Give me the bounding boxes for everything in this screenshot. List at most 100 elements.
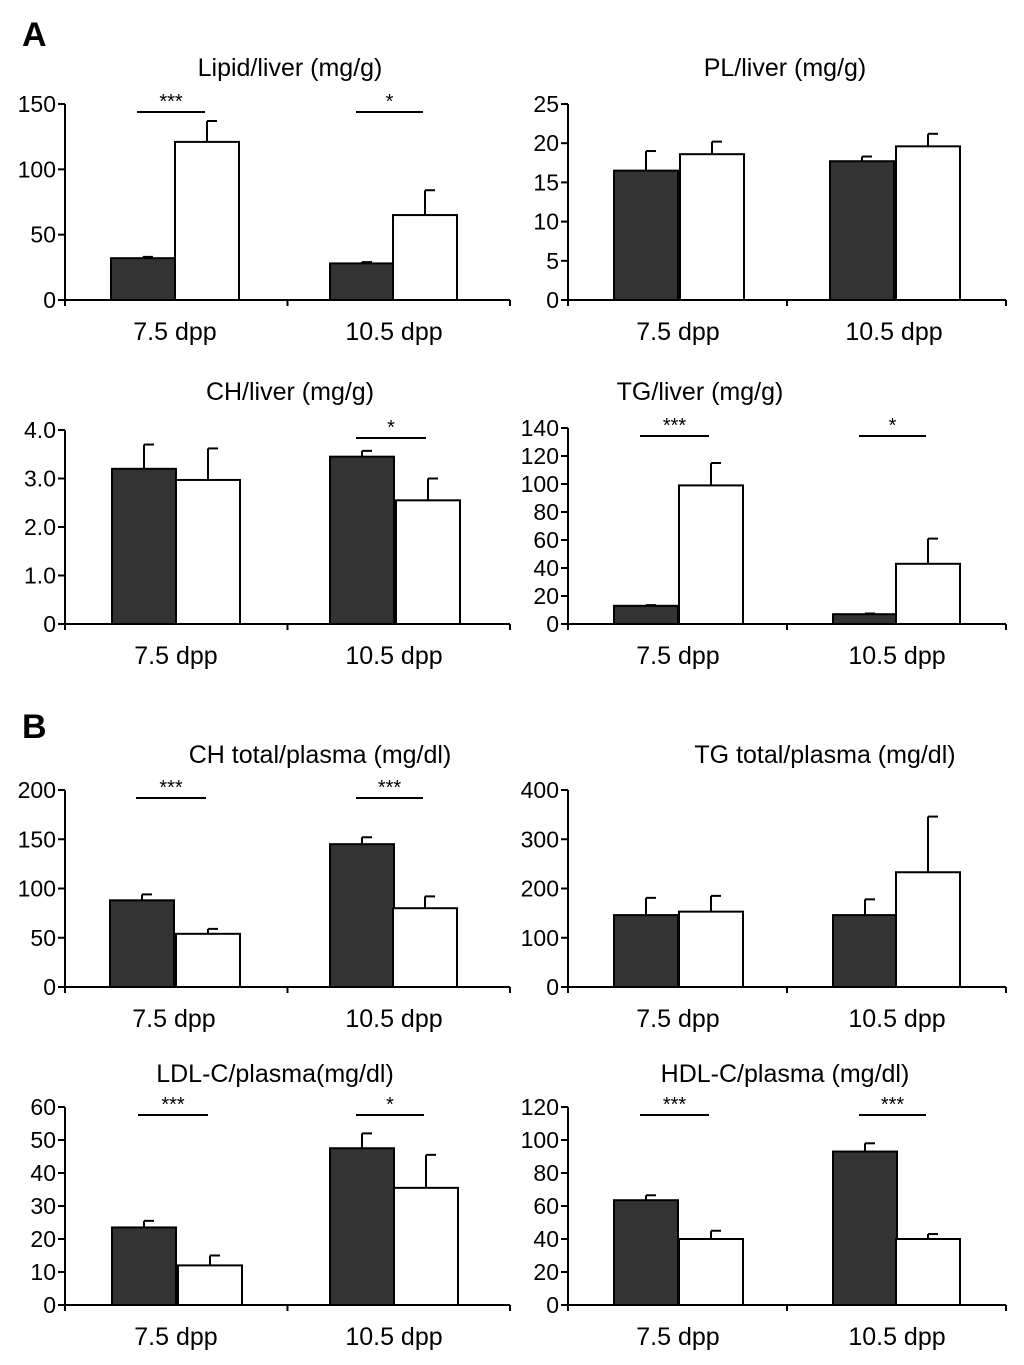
y-tick-label: 200 bbox=[18, 777, 56, 803]
y-tick-label: 0 bbox=[43, 1292, 56, 1318]
bar-control bbox=[329, 843, 395, 988]
y-tick-label: 20 bbox=[533, 1259, 559, 1285]
significance-marker: *** bbox=[161, 1094, 185, 1116]
bar-control bbox=[613, 604, 679, 625]
bar-treated bbox=[678, 484, 744, 625]
bar-treated bbox=[895, 1238, 961, 1306]
significance-marker: *** bbox=[159, 777, 183, 799]
y-tick-label: 0 bbox=[43, 974, 56, 1000]
y-tick-label: 0 bbox=[43, 287, 56, 313]
category-label: 10.5 dpp bbox=[345, 1323, 442, 1351]
bar-control bbox=[111, 1226, 177, 1306]
y-tick-label: 50 bbox=[30, 222, 56, 248]
y-tick-label: 100 bbox=[521, 471, 559, 497]
bar-control bbox=[613, 169, 679, 301]
category-label: 10.5 dpp bbox=[345, 642, 442, 670]
y-tick-label: 150 bbox=[18, 826, 56, 852]
y-tick-label: 40 bbox=[30, 1160, 56, 1186]
y-tick-label: 2.0 bbox=[24, 514, 56, 540]
bar-treated bbox=[895, 145, 961, 301]
y-tick-label: 3.0 bbox=[24, 466, 56, 492]
y-tick-label: 300 bbox=[521, 826, 559, 852]
bar-control bbox=[329, 455, 395, 625]
chart-title: PL/liver (mg/g) bbox=[704, 54, 867, 82]
y-tick-label: 0 bbox=[43, 611, 56, 637]
y-tick-label: 120 bbox=[521, 1094, 559, 1120]
chart-title: TG/liver (mg/g) bbox=[617, 378, 784, 406]
chart-title: HDL-C/plasma (mg/dl) bbox=[661, 1060, 910, 1088]
y-tick-label: 40 bbox=[533, 1226, 559, 1252]
y-tick-label: 100 bbox=[521, 925, 559, 951]
bar-control bbox=[832, 1150, 898, 1307]
y-tick-label: 0 bbox=[546, 1292, 559, 1318]
category-label: 7.5 dpp bbox=[132, 1005, 215, 1033]
y-tick-label: 60 bbox=[533, 527, 559, 553]
y-tick-label: 150 bbox=[18, 91, 56, 117]
bar-treated bbox=[175, 932, 241, 988]
y-tick-label: 10 bbox=[533, 209, 559, 235]
y-tick-label: 20 bbox=[30, 1226, 56, 1252]
y-tick-label: 140 bbox=[521, 415, 559, 441]
bar-control bbox=[111, 467, 177, 625]
y-tick-label: 60 bbox=[533, 1193, 559, 1219]
y-tick-label: 10 bbox=[30, 1259, 56, 1285]
y-tick-label: 20 bbox=[533, 583, 559, 609]
category-label: 10.5 dpp bbox=[345, 318, 442, 346]
bar-treated bbox=[393, 1186, 459, 1306]
y-tick-label: 400 bbox=[521, 777, 559, 803]
y-tick-label: 60 bbox=[30, 1094, 56, 1120]
significance-marker: * bbox=[386, 1094, 394, 1116]
y-tick-label: 4.0 bbox=[24, 417, 56, 443]
bar-treated bbox=[395, 499, 461, 626]
y-tick-label: 80 bbox=[533, 1160, 559, 1186]
bar-control bbox=[329, 262, 395, 301]
chart-title: CH total/plasma (mg/dl) bbox=[189, 741, 452, 769]
category-label: 7.5 dpp bbox=[134, 642, 217, 670]
bar-control bbox=[613, 1199, 679, 1306]
y-tick-label: 50 bbox=[30, 925, 56, 951]
category-label: 7.5 dpp bbox=[134, 1323, 217, 1351]
bar-control bbox=[832, 613, 898, 626]
category-label: 10.5 dpp bbox=[848, 1323, 945, 1351]
y-tick-label: 40 bbox=[533, 555, 559, 581]
panel-label-a: A bbox=[22, 16, 47, 54]
significance-marker: *** bbox=[378, 777, 402, 799]
y-tick-label: 50 bbox=[30, 1127, 56, 1153]
y-tick-label: 100 bbox=[521, 1127, 559, 1153]
y-tick-label: 1.0 bbox=[24, 563, 56, 589]
y-tick-label: 5 bbox=[546, 248, 559, 274]
bar-control bbox=[832, 914, 898, 988]
bar-control bbox=[613, 914, 679, 988]
y-tick-label: 120 bbox=[521, 443, 559, 469]
bar-control bbox=[109, 899, 175, 989]
category-label: 10.5 dpp bbox=[345, 1005, 442, 1033]
y-tick-label: 20 bbox=[533, 130, 559, 156]
category-label: 10.5 dpp bbox=[848, 1005, 945, 1033]
y-tick-label: 0 bbox=[546, 287, 559, 313]
category-label: 7.5 dpp bbox=[133, 318, 216, 346]
category-label: 7.5 dpp bbox=[636, 318, 719, 346]
bar-treated bbox=[392, 214, 458, 301]
bar-treated bbox=[392, 907, 458, 989]
y-tick-label: 100 bbox=[18, 876, 56, 902]
y-tick-label: 0 bbox=[546, 974, 559, 1000]
y-tick-label: 0 bbox=[546, 611, 559, 637]
category-label: 7.5 dpp bbox=[636, 1005, 719, 1033]
y-tick-label: 80 bbox=[533, 499, 559, 525]
y-tick-label: 200 bbox=[521, 876, 559, 902]
significance-marker: *** bbox=[881, 1094, 905, 1116]
category-label: 10.5 dpp bbox=[845, 318, 942, 346]
bar-treated bbox=[895, 562, 961, 625]
chart-title: CH/liver (mg/g) bbox=[206, 378, 374, 406]
chart-title: LDL-C/plasma(mg/dl) bbox=[156, 1060, 394, 1088]
chart-title: Lipid/liver (mg/g) bbox=[198, 54, 383, 82]
significance-marker: *** bbox=[663, 1094, 687, 1116]
significance-marker: * bbox=[387, 417, 395, 439]
category-label: 7.5 dpp bbox=[636, 1323, 719, 1351]
y-tick-label: 30 bbox=[30, 1193, 56, 1219]
bar-treated bbox=[174, 140, 240, 301]
y-tick-label: 25 bbox=[533, 91, 559, 117]
significance-marker: *** bbox=[663, 415, 687, 437]
bar-treated bbox=[895, 871, 961, 988]
